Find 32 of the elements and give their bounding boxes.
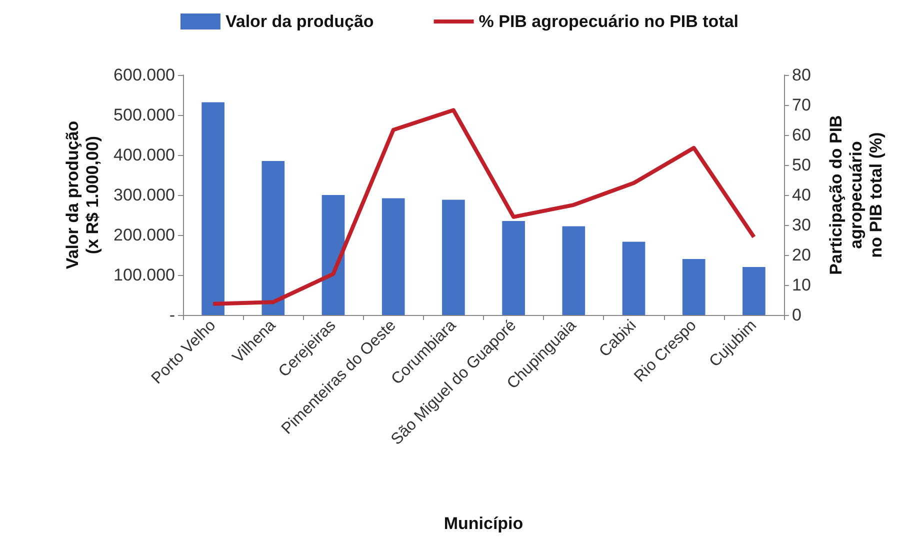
y-tick-label: 100.000	[114, 266, 175, 284]
x-axis-title: Município	[444, 514, 524, 533]
y-axis-title: Valor da produção (x R$ 1.000,00)	[63, 120, 102, 270]
y2-tick-label: 70	[792, 96, 811, 114]
bar	[442, 200, 465, 315]
y2-tick-label: 10	[792, 276, 811, 294]
bar	[622, 242, 646, 315]
y2-tick-label: 50	[792, 156, 811, 174]
legend-label: % PIB agropecuário no PIB total	[478, 12, 739, 31]
bar	[202, 102, 224, 315]
bar	[742, 267, 766, 315]
y2-tick-label: 80	[792, 66, 811, 84]
bar	[562, 226, 586, 315]
y2-axis-title: Participação do PIB agropecuário no PIB total (%)	[826, 115, 886, 275]
y-tick-label: -	[169, 306, 175, 324]
legend-label: Valor da produção	[225, 12, 374, 31]
y-tick-label: 200.000	[114, 226, 175, 244]
y-tick-label: 500.000	[114, 106, 175, 124]
y-tick-label: 300.000	[114, 186, 175, 204]
bar	[322, 195, 345, 315]
bar	[502, 221, 525, 315]
bar	[682, 259, 706, 315]
y2-tick-label: 20	[792, 246, 811, 264]
bar	[262, 161, 285, 315]
y-tick-label: 600.000	[114, 66, 175, 84]
y2-tick-label: 30	[792, 216, 811, 234]
line-series	[211, 108, 756, 306]
y-tick-label: 400.000	[114, 146, 175, 164]
y2-tick-label: 0	[792, 306, 802, 324]
y2-tick-label: 40	[792, 186, 811, 204]
bar	[382, 198, 405, 315]
y2-tick-label: 60	[792, 126, 811, 144]
